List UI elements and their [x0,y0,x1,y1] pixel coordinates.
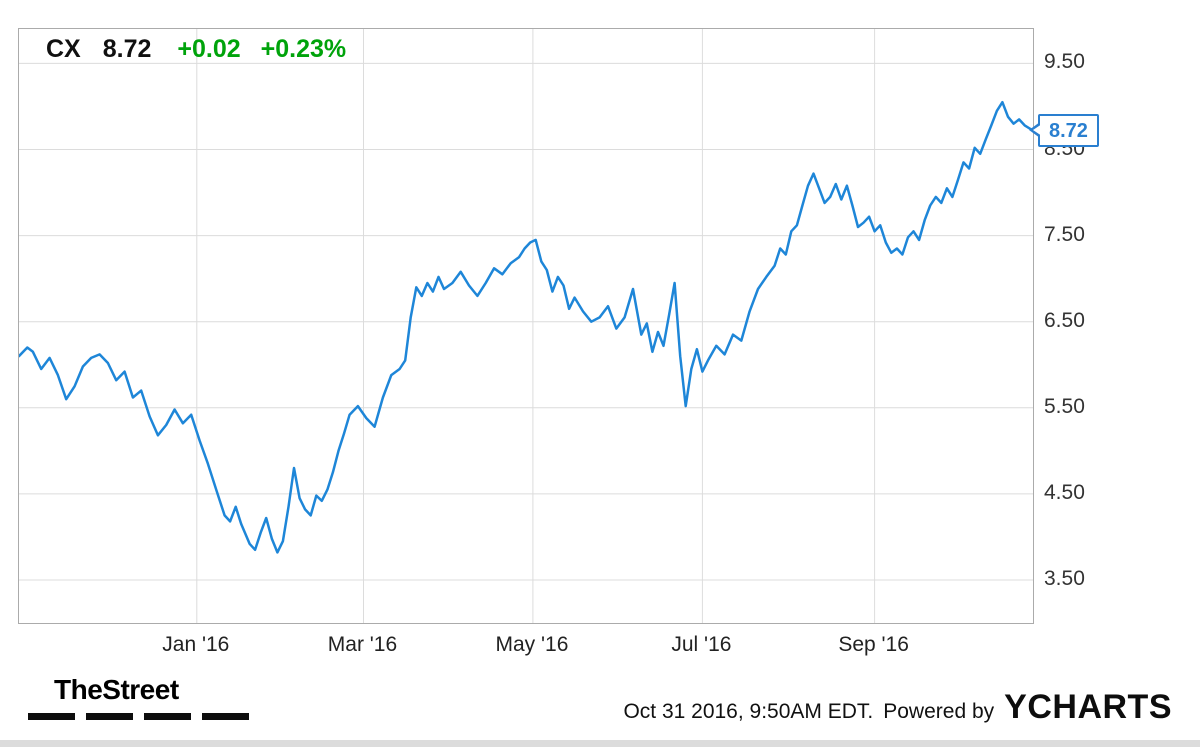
callout-price: 8.72 [1049,119,1088,142]
y-tick-label: 4.50 [1044,480,1085,504]
y-tick-label: 5.50 [1044,394,1085,418]
y-tick-label: 7.50 [1044,222,1085,246]
thestreet-wordmark: TheStreet [54,674,179,705]
thestreet-logo-bars [28,713,249,720]
logo-bar [28,713,75,720]
timestamp: Oct 31 2016, 9:50AM EDT. [623,700,874,723]
thestreet-logo: TheStreet [28,674,249,720]
y-tick-label: 6.50 [1044,308,1085,332]
y-tick-label: 9.50 [1044,50,1085,74]
ticker-overlay: CX 8.72 +0.02 +0.23% [46,35,346,64]
price-line [19,100,1033,554]
x-tick-label: Jul '16 [671,633,732,656]
footer-attribution: Oct 31 2016, 9:50AM EDT. Powered by YCHA… [623,688,1172,727]
current-price-callout: 8.72 [1029,113,1099,147]
ticker-price: 8.72 [102,35,152,63]
plot-area: CX 8.72 +0.02 +0.23% [18,28,1034,624]
y-tick-label: 3.50 [1044,566,1085,590]
chart-canvas [19,29,1033,623]
logo-bar [202,713,249,720]
x-tick-label: Mar '16 [327,633,398,656]
x-tick-label: Jan '16 [162,633,230,656]
powered-by-label: Powered by [883,700,995,723]
ticker-change: +0.02 [177,35,241,63]
x-tick-label: May '16 [495,633,569,656]
ticker-symbol: CX [46,35,81,63]
logo-bar [144,713,191,720]
logo-bar [86,713,133,720]
bottom-border-strip [0,740,1200,747]
ycharts-logo: YCHARTS [1004,688,1172,726]
x-tick-label: Sep '16 [838,633,909,656]
ticker-change-percent: +0.23% [260,35,347,63]
